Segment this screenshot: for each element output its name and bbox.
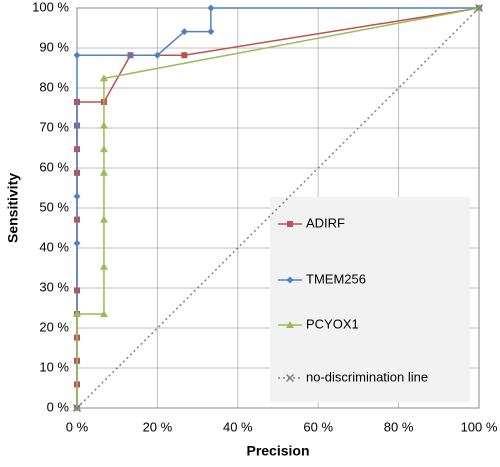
marker: [72, 403, 82, 413]
marker: [73, 239, 81, 247]
marker: [73, 122, 81, 130]
y-tick-label: 20 %: [39, 319, 69, 334]
marker: [99, 310, 108, 317]
series-line: [76, 7, 479, 408]
y-tick-label: 30 %: [39, 279, 69, 294]
legend-label: no-discrimination line: [306, 369, 428, 384]
marker: [207, 28, 215, 36]
y-tick-label: 10 %: [39, 359, 69, 374]
x-axis-label: Precision: [246, 443, 309, 459]
marker: [180, 28, 188, 36]
y-axis-label: Sensitivity: [5, 173, 21, 243]
x-tick-label: 60 %: [303, 419, 333, 434]
marker: [73, 192, 81, 200]
y-tick-label: 90 %: [39, 39, 69, 54]
legend-label: PCYOX1: [306, 316, 359, 331]
marker: [99, 262, 108, 270]
marker: [286, 321, 294, 328]
marker: [285, 373, 295, 383]
y-tick-label: 0 %: [47, 399, 70, 414]
marker: [286, 276, 294, 284]
marker: [99, 168, 108, 176]
x-tick-label: 100 %: [461, 419, 498, 434]
y-tick-label: 80 %: [39, 79, 69, 94]
marker: [126, 51, 134, 59]
y-tick-label: 100 %: [32, 0, 69, 14]
series-line: [76, 7, 480, 408]
legend-label: TMEM256: [306, 271, 366, 286]
x-tick-label: 0 %: [66, 419, 89, 434]
marker: [99, 215, 108, 223]
x-tick-label: 20 %: [143, 419, 173, 434]
marker: [73, 51, 81, 59]
marker: [181, 52, 188, 59]
marker: [73, 310, 81, 317]
marker: [153, 51, 161, 59]
marker: [207, 4, 215, 12]
y-tick-label: 50 %: [39, 199, 69, 214]
y-tick-label: 40 %: [39, 239, 69, 254]
x-tick-label: 40 %: [223, 419, 253, 434]
y-tick-label: 70 %: [39, 119, 69, 134]
marker: [99, 74, 108, 82]
marker: [474, 3, 484, 13]
marker: [99, 121, 108, 129]
legend-label: ADIRF: [306, 215, 345, 230]
legend-box: [270, 197, 470, 402]
marker: [99, 145, 108, 153]
x-tick-label: 80 %: [384, 419, 414, 434]
y-tick-label: 60 %: [39, 159, 69, 174]
marker: [287, 221, 293, 227]
